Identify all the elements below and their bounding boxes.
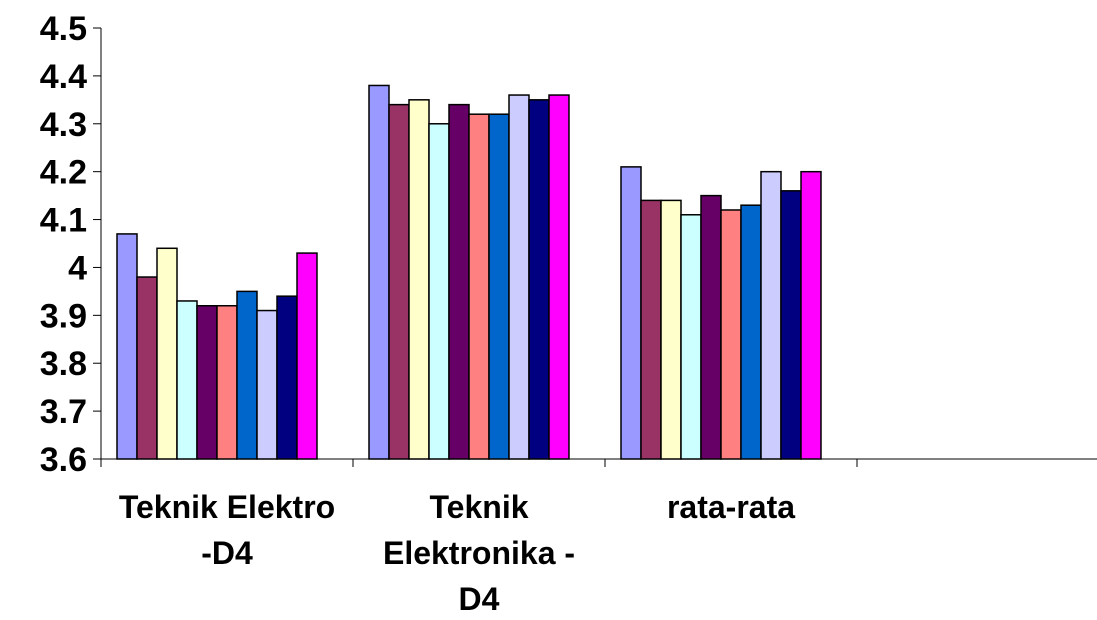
category-label: Teknik — [430, 489, 529, 525]
category-label: Teknik Elektro — [119, 489, 335, 525]
category-label: -D4 — [201, 535, 253, 571]
bar-series-8-category-3 — [760, 170, 782, 460]
bar-series-7-category-2 — [488, 113, 510, 460]
bar-series-10-category-2 — [548, 94, 570, 460]
category-labels: Teknik Elektro -D4 Teknik Elektronika - D4 ra… — [119, 489, 795, 617]
bar-series-3-category-1 — [156, 247, 178, 460]
bar-series-1-category-1 — [116, 233, 138, 460]
bar-series-7-category-3 — [740, 204, 762, 460]
bar-series-8-category-2 — [508, 94, 530, 460]
y-tick-label: 3.8 — [40, 345, 87, 383]
bar-series-4-category-1 — [176, 300, 198, 460]
bars — [116, 84, 822, 460]
bar-series-9-category-1 — [276, 295, 298, 460]
bar-series-6-category-3 — [720, 209, 742, 460]
bar-series-9-category-3 — [780, 190, 802, 460]
y-tick-label: 4.1 — [40, 202, 87, 240]
bar-series-4-category-2 — [428, 123, 450, 460]
y-tick-label: 4.5 — [40, 10, 87, 48]
y-tick-label: 4.2 — [40, 154, 87, 192]
bar-series-3-category-2 — [408, 99, 430, 460]
y-tick-label: 4.3 — [40, 106, 87, 144]
category-label: Elektronika - — [383, 535, 575, 571]
y-tick-label: 4.4 — [40, 58, 87, 96]
bar-series-2-category-1 — [136, 276, 158, 460]
y-tick-label: 3.6 — [40, 441, 87, 479]
bar-series-5-category-2 — [448, 103, 470, 460]
bar-series-5-category-1 — [196, 305, 218, 460]
bar-series-7-category-1 — [236, 290, 258, 460]
bar-series-5-category-3 — [700, 194, 722, 460]
bar-series-10-category-1 — [296, 252, 318, 460]
y-tick-label: 3.7 — [40, 393, 87, 431]
y-tick-label: 4 — [68, 249, 87, 287]
bar-series-10-category-3 — [800, 170, 822, 460]
category-label: rata-rata — [667, 489, 795, 525]
x-axis — [100, 458, 1097, 467]
category-label: D4 — [459, 581, 500, 617]
bar-series-9-category-2 — [528, 99, 550, 460]
y-tick-label: 3.9 — [40, 297, 87, 335]
bar-series-3-category-3 — [660, 199, 682, 460]
bar-series-1-category-3 — [620, 166, 642, 460]
y-axis: 3.6 3.7 3.8 3.9 4 4.1 4.2 4.3 4.4 4.5 — [40, 10, 102, 479]
bar-series-2-category-2 — [388, 103, 410, 460]
bar-series-2-category-3 — [640, 199, 662, 460]
bar-series-1-category-2 — [368, 84, 390, 460]
bar-series-6-category-2 — [468, 113, 490, 460]
bar-series-8-category-1 — [256, 309, 278, 460]
bar-series-6-category-1 — [216, 305, 238, 460]
bar-series-4-category-3 — [680, 214, 702, 460]
